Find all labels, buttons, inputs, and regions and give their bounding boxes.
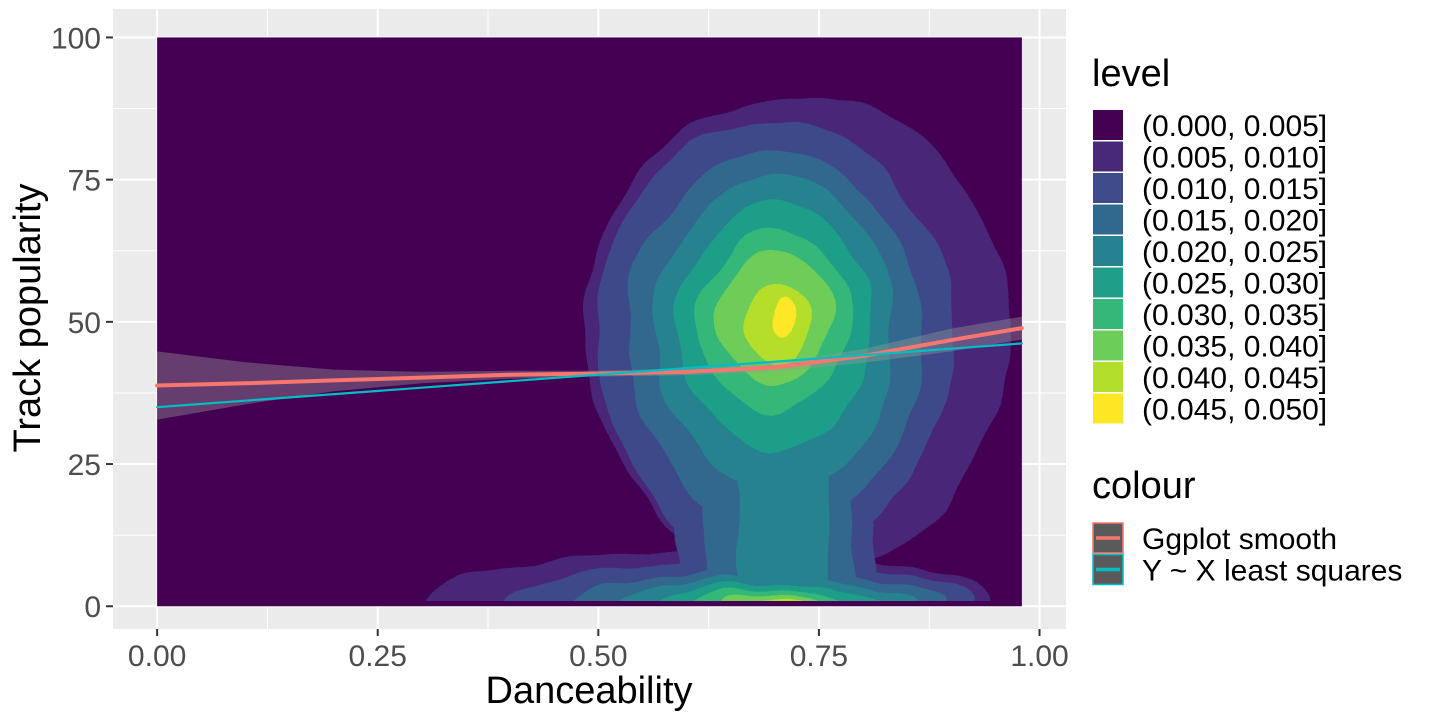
axes: 0.00 0.25 0.50 0.75 1.00 0 25 50 75 100 <box>51 22 1069 673</box>
level-legend-key <box>1093 299 1123 329</box>
density-bottom-level-8 <box>754 598 805 601</box>
level-legend-key <box>1093 267 1123 298</box>
level-legend-key <box>1093 236 1123 266</box>
y-tick-label: 50 <box>68 307 101 340</box>
y-tick-label: 100 <box>51 22 101 55</box>
smooth-lines <box>155 316 1024 420</box>
least-squares-line <box>156 342 1023 409</box>
level-legend: level (0.000, 0.005](0.005, 0.010](0.010… <box>1092 53 1327 427</box>
y-tick-label: 25 <box>68 449 101 482</box>
colour-legend-label: Ggplot smooth <box>1142 523 1337 556</box>
level-legend-key <box>1093 362 1123 392</box>
colour-legend-label: Y ~ X least squares <box>1142 555 1402 588</box>
level-legend-label: (0.035, 0.040] <box>1142 331 1327 364</box>
level-legend-key <box>1093 393 1123 424</box>
level-legend-title: level <box>1092 53 1170 95</box>
level-legend-key <box>1093 330 1123 361</box>
level-legend-label: (0.045, 0.050] <box>1142 394 1327 427</box>
level-legend-label: (0.005, 0.010] <box>1142 142 1327 175</box>
x-tick-label: 0.00 <box>128 640 186 673</box>
level-legend-key <box>1093 204 1123 235</box>
level-legend-label: (0.025, 0.030] <box>1142 268 1327 301</box>
level-legend-label: (0.015, 0.020] <box>1142 205 1327 238</box>
y-tick-label: 75 <box>68 165 101 198</box>
level-legend-label: (0.010, 0.015] <box>1142 173 1327 206</box>
y-tick-label: 0 <box>84 591 101 624</box>
level-legend-label: (0.030, 0.035] <box>1142 299 1327 332</box>
level-legend-label: (0.000, 0.005] <box>1142 110 1327 143</box>
level-legend-label: (0.020, 0.025] <box>1142 236 1327 269</box>
level-legend-label: (0.040, 0.045] <box>1142 362 1327 395</box>
level-legend-key <box>1093 173 1123 203</box>
x-axis-title: Danceability <box>486 670 693 712</box>
density-contours <box>431 94 1009 601</box>
y-axis-title: Track popularity <box>7 184 49 453</box>
x-tick-label: 0.75 <box>790 640 848 673</box>
x-tick-label: 1.00 <box>1010 640 1068 673</box>
density-bottom-level-7 <box>723 594 826 601</box>
level-legend-key <box>1093 141 1123 172</box>
level-legend-key <box>1093 110 1123 140</box>
density-contour-level-9 <box>768 296 790 337</box>
colour-legend-title: colour <box>1092 465 1196 507</box>
x-tick-label: 0.50 <box>569 640 627 673</box>
x-tick-label: 0.25 <box>349 640 407 673</box>
